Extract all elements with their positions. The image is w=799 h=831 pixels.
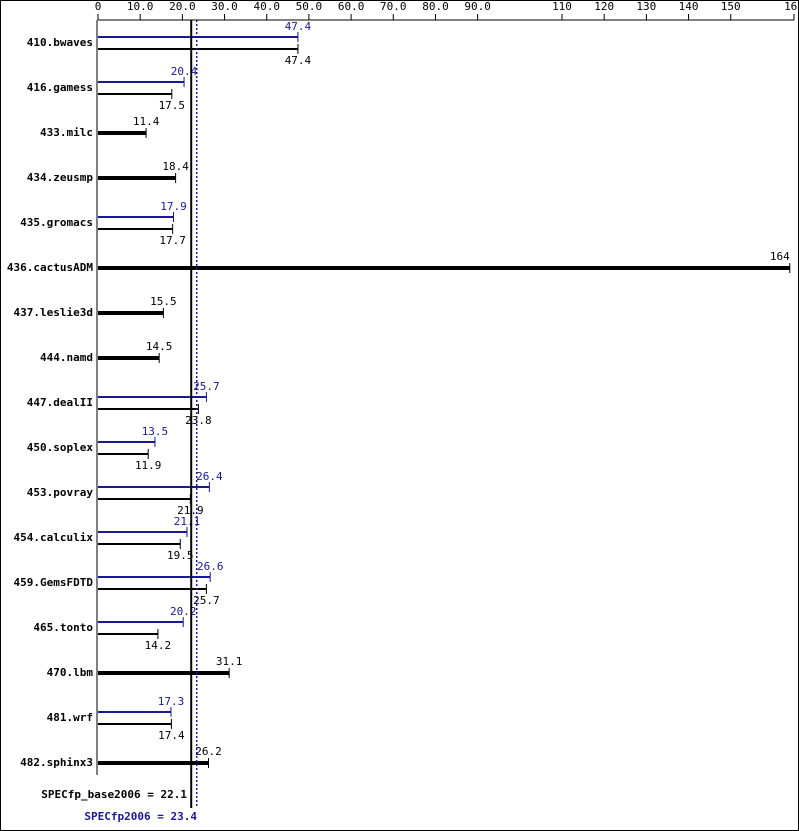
- value-label: 14.5: [146, 340, 173, 353]
- bar: [98, 576, 211, 578]
- x-tick-label: 0: [95, 0, 102, 13]
- value-label: 20.2: [170, 605, 197, 618]
- category-label: 450.soplex: [27, 441, 94, 454]
- value-label: 31.1: [216, 655, 243, 668]
- value-label: 17.5: [159, 99, 186, 112]
- value-label: 17.4: [158, 729, 185, 742]
- category-label: 459.GemsFDTD: [14, 576, 94, 589]
- category-label: 410.bwaves: [27, 36, 93, 49]
- bar: [98, 396, 207, 398]
- value-label: 19.5: [167, 549, 194, 562]
- bar: [98, 711, 171, 713]
- value-label: 23.8: [185, 414, 212, 427]
- bar: [98, 588, 207, 590]
- bar: [98, 36, 298, 38]
- bar: [98, 266, 790, 270]
- bar: [98, 633, 158, 635]
- x-tick-label: 120: [594, 0, 614, 13]
- bar: [98, 93, 172, 95]
- value-label: 18.4: [162, 160, 189, 173]
- category-label: 470.lbm: [47, 666, 94, 679]
- value-label: 26.4: [196, 470, 223, 483]
- value-label: 164: [770, 250, 790, 263]
- category-label: 453.povray: [27, 486, 94, 499]
- bar: [98, 498, 191, 500]
- x-tick-label: 30.0: [211, 0, 238, 13]
- value-label: 26.6: [197, 560, 224, 573]
- value-label: 15.5: [150, 295, 177, 308]
- x-tick-label: 110: [552, 0, 572, 13]
- bar: [98, 176, 176, 180]
- bar: [98, 543, 181, 545]
- category-label: 416.gamess: [27, 81, 93, 94]
- x-tick-label: 50.0: [296, 0, 323, 13]
- reference-label: SPECfp_base2006 = 22.1: [41, 788, 187, 801]
- x-tick-label: 80.0: [422, 0, 449, 13]
- bar: [98, 453, 149, 455]
- x-tick-label: 40.0: [253, 0, 280, 13]
- x-tick-label: 10.0: [127, 0, 154, 13]
- value-label: 20.4: [171, 65, 198, 78]
- x-tick-label: 140: [679, 0, 699, 13]
- bar: [98, 486, 210, 488]
- x-tick-label: 20.0: [169, 0, 196, 13]
- category-label: 465.tonto: [33, 621, 93, 634]
- bar: [98, 671, 230, 675]
- value-label: 26.2: [195, 745, 222, 758]
- bar: [98, 531, 188, 533]
- category-label: 435.gromacs: [20, 216, 93, 229]
- category-label: 482.sphinx3: [20, 756, 93, 769]
- bar: [98, 216, 174, 218]
- x-tick-label: 150: [721, 0, 741, 13]
- x-tick-label: 165: [784, 0, 799, 13]
- value-label: 14.2: [145, 639, 172, 652]
- bar: [98, 228, 173, 230]
- category-label: 434.zeusmp: [27, 171, 94, 184]
- bar: [98, 48, 298, 50]
- value-label: 47.4: [285, 54, 312, 67]
- category-label: 447.dealII: [27, 396, 93, 409]
- x-tick-label: 60.0: [338, 0, 365, 13]
- bar: [98, 761, 209, 765]
- value-label: 25.7: [193, 380, 220, 393]
- value-label: 21.1: [174, 515, 201, 528]
- category-label: 481.wrf: [47, 711, 93, 724]
- value-label: 11.4: [133, 115, 160, 128]
- value-label: 11.9: [135, 459, 162, 472]
- bar: [98, 723, 172, 725]
- category-label: 444.namd: [40, 351, 93, 364]
- x-tick-label: 70.0: [380, 0, 407, 13]
- category-label: 437.leslie3d: [14, 306, 93, 319]
- bar: [98, 408, 199, 410]
- value-label: 13.5: [142, 425, 169, 438]
- category-label: 454.calculix: [14, 531, 94, 544]
- bar: [98, 131, 147, 135]
- category-label: 433.milc: [40, 126, 93, 139]
- bar: [98, 356, 160, 360]
- value-label: 47.4: [285, 20, 312, 33]
- bar: [98, 81, 185, 83]
- value-label: 25.7: [193, 594, 220, 607]
- category-label: 436.cactusADM: [7, 261, 93, 274]
- reference-label: SPECfp2006 = 23.4: [84, 810, 197, 823]
- bar: [98, 441, 155, 443]
- value-label: 17.9: [160, 200, 187, 213]
- x-tick-label: 130: [636, 0, 656, 13]
- value-label: 17.3: [158, 695, 185, 708]
- bar: [98, 621, 184, 623]
- bar: [98, 311, 164, 315]
- value-label: 17.7: [159, 234, 186, 247]
- x-tick-label: 90.0: [464, 0, 491, 13]
